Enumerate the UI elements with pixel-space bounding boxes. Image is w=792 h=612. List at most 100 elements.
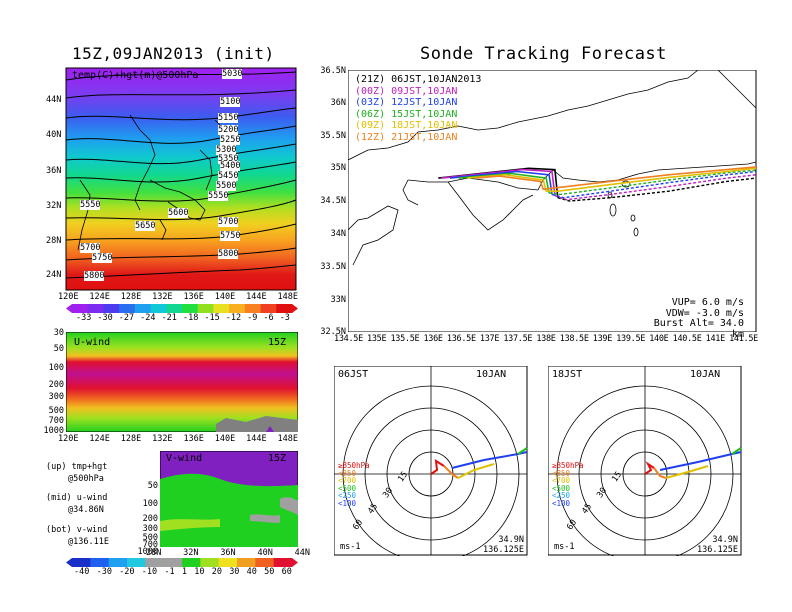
colorbar-label: 40 bbox=[246, 567, 257, 577]
lon-label: 139E bbox=[592, 334, 613, 344]
colorbar-label: 60 bbox=[281, 567, 292, 577]
colorbar-swatch bbox=[163, 558, 183, 567]
lon-label: 128E bbox=[120, 434, 142, 444]
contour-label: 5350 bbox=[218, 154, 239, 164]
p-label: 200 bbox=[48, 380, 64, 390]
colorbar-label: -20 bbox=[119, 567, 135, 577]
temp-colorbar-labels: -33 -30 -27 -24 -21 -18 -15 -12 -9 -6 -3 bbox=[76, 313, 290, 323]
lon-label: 137.5E bbox=[503, 334, 533, 344]
lat-label: 32N bbox=[46, 201, 62, 211]
colorbar-swatch bbox=[72, 558, 91, 567]
contour-label: 5500 bbox=[216, 181, 237, 191]
colorbar-swatch bbox=[90, 558, 110, 567]
contour-label: 5650 bbox=[135, 221, 156, 231]
hodo-date: 10JAN bbox=[476, 369, 507, 380]
hodograph-1 bbox=[334, 366, 528, 556]
colorbar-label: -27 bbox=[118, 313, 135, 323]
colorbar-label: -30 bbox=[97, 313, 113, 323]
colorbar-label: 1 bbox=[181, 567, 187, 577]
contour-label: 5030 bbox=[222, 69, 243, 79]
p-label: 50 bbox=[147, 481, 158, 491]
lon-label: 136E bbox=[183, 292, 204, 302]
hodograph-2 bbox=[548, 366, 742, 556]
lon-label: 137E bbox=[479, 334, 500, 344]
colorbar-label: -18 bbox=[182, 313, 199, 323]
hodo-time: 06JST bbox=[338, 369, 369, 380]
colorbar-label: 10 bbox=[194, 567, 205, 577]
colorbar-swatch bbox=[108, 558, 128, 567]
vwind-panel bbox=[160, 451, 298, 547]
lat-label: 44N bbox=[46, 95, 62, 105]
contour-label: 5550 bbox=[208, 191, 229, 201]
lat-label: 32.5N bbox=[320, 327, 346, 337]
lon-label: 138.5E bbox=[559, 334, 589, 344]
lat-label: 34N bbox=[330, 229, 346, 239]
contour-label: 5300 bbox=[216, 145, 237, 155]
colorbar-label: 30 bbox=[229, 567, 240, 577]
uwind-label: U-wind bbox=[74, 337, 111, 348]
colorbar-swatch bbox=[150, 304, 167, 313]
colorbar-swatch bbox=[218, 558, 238, 567]
colorbar-swatch bbox=[197, 304, 214, 313]
track-line-descent bbox=[557, 177, 757, 202]
track-legend-item: (03Z) 12JST,10JAN bbox=[355, 97, 458, 108]
lon-label: 134.5E bbox=[334, 334, 363, 344]
lat-label: 35N bbox=[330, 163, 346, 173]
track-legend-item: (00Z) 09JST,10JAN bbox=[355, 85, 458, 97]
lon-label: 120E bbox=[58, 292, 79, 302]
vwind-lat-axis: 28N 32N 36N 40N 44N bbox=[146, 548, 310, 558]
colorbar-label: -30 bbox=[96, 567, 112, 577]
p-label: 500 bbox=[48, 406, 64, 416]
lon-label: 139.5E bbox=[616, 334, 646, 344]
track-line-descent bbox=[551, 170, 757, 199]
contour-label: 5700 bbox=[80, 243, 101, 253]
uwind-lon-axis: 120E 124E 128E 132E 136E 140E 144E 148E bbox=[58, 434, 298, 444]
legend-note: (up) tmp+hgt @500hPa bbox=[46, 462, 108, 484]
lat-label: 33.5N bbox=[320, 262, 346, 272]
colorbar-label: -1 bbox=[164, 567, 175, 577]
lon-label: 144E bbox=[246, 292, 267, 302]
track-legend-item: (06Z) 15JST,10JAN bbox=[355, 108, 458, 120]
lat-label: 28N bbox=[146, 548, 162, 558]
colorbar-arrow-left bbox=[66, 558, 72, 567]
lon-label: 132E bbox=[152, 434, 173, 444]
hodo-time: 18JST bbox=[552, 369, 583, 380]
wind-colorbar bbox=[66, 558, 298, 567]
contour-label: 5550 bbox=[80, 200, 101, 210]
colorbar-swatch bbox=[119, 304, 136, 313]
contour-label: 5400 bbox=[220, 161, 241, 171]
map-panel-label: temp(C)+hgt(m)@500hPa bbox=[72, 70, 199, 81]
vwind-label: V-wind bbox=[166, 453, 203, 464]
lon-label: 120E bbox=[58, 434, 79, 444]
p-label: 700 bbox=[48, 416, 64, 426]
lon-label: 140.5E bbox=[672, 334, 702, 344]
contour-label: 5100 bbox=[220, 97, 241, 107]
track-line-descent bbox=[554, 174, 757, 201]
contour-label: 5750 bbox=[92, 253, 113, 263]
colorbar-arrow-right bbox=[292, 558, 298, 567]
temp-colorbar bbox=[66, 304, 298, 313]
track-legend: (21Z) 06JST,10JAN2013 (00Z) 09JST,10JAN … bbox=[355, 74, 481, 143]
colorbar-swatch bbox=[213, 304, 230, 313]
lon-label: 136.5E bbox=[446, 334, 476, 344]
lon-label: 140E bbox=[214, 292, 236, 302]
track-legend-item: (12Z) 21JST,10JAN bbox=[355, 131, 458, 143]
hodo-legend: ≥850hPa <850 <700 <500 <250 <100 bbox=[552, 461, 584, 508]
lon-label: 148E bbox=[277, 434, 298, 444]
contour-label: 5800 bbox=[218, 249, 239, 259]
colorbar-label: -12 bbox=[225, 313, 242, 323]
colorbar-label: -33 bbox=[76, 313, 92, 323]
colorbar-swatch bbox=[229, 304, 246, 313]
colorbar-swatch bbox=[127, 558, 146, 567]
lat-label: 44N bbox=[294, 548, 310, 558]
lon-label: 140E bbox=[649, 334, 669, 344]
lat-label: 36N bbox=[220, 548, 236, 558]
map-lon-axis: 120E 124E 128E 132E 136E 140E 144E 148E bbox=[58, 292, 298, 302]
uwind-panel bbox=[66, 332, 298, 432]
hodo-date: 10JAN bbox=[690, 369, 721, 380]
p-label: 500 bbox=[142, 533, 158, 543]
hodo-legend: ≥850hPa <850 <700 <500 <250 <100 bbox=[338, 461, 370, 508]
lon-label: 136E bbox=[183, 434, 204, 444]
colorbar-label: 20 bbox=[211, 567, 222, 577]
colorbar-swatch bbox=[255, 558, 275, 567]
